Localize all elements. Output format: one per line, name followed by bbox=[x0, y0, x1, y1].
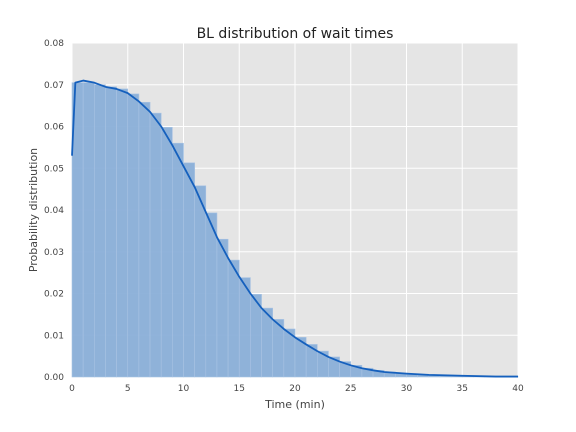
x-tick-label: 30 bbox=[401, 384, 413, 394]
x-axis-label: Time (min) bbox=[264, 398, 325, 411]
y-axis-ticks: 0.00 0.01 0.02 0.03 0.04 0.05 0.06 0.07 0.08 bbox=[44, 39, 64, 383]
y-tick-label: 0.08 bbox=[44, 39, 64, 49]
histogram-bar bbox=[172, 142, 184, 378]
x-tick-label: 5 bbox=[125, 384, 131, 394]
histogram-bar bbox=[149, 112, 162, 378]
density-curve bbox=[71, 79, 518, 378]
x-axis-ticks: 0 5 10 15 20 25 30 35 40 bbox=[69, 384, 524, 394]
y-tick-label: 0.06 bbox=[44, 123, 64, 133]
x-tick-label: 25 bbox=[345, 384, 356, 394]
histogram-bar bbox=[105, 86, 117, 378]
x-tick-label: 15 bbox=[234, 384, 245, 394]
histogram-bar bbox=[160, 127, 173, 378]
histogram-bars bbox=[71, 82, 519, 378]
y-tick-label: 0.05 bbox=[44, 164, 64, 174]
y-tick-label: 0.01 bbox=[44, 331, 64, 341]
histogram-bar bbox=[183, 162, 195, 378]
histogram-bar bbox=[127, 93, 140, 378]
histogram-bar bbox=[116, 88, 129, 378]
x-tick-label: 20 bbox=[289, 384, 301, 394]
histogram-bar bbox=[216, 238, 229, 378]
y-tick-label: 0.03 bbox=[44, 248, 64, 258]
y-tick-label: 0.04 bbox=[44, 206, 64, 216]
y-tick-label: 0.02 bbox=[44, 290, 64, 300]
histogram-bar bbox=[82, 82, 95, 378]
histogram-bar bbox=[94, 84, 106, 378]
x-tick-label: 0 bbox=[69, 384, 75, 394]
y-axis-label: Probability distribution bbox=[27, 148, 40, 272]
y-tick-label: 0.07 bbox=[44, 81, 64, 91]
y-tick-label: 0.00 bbox=[44, 373, 64, 383]
histogram-bar bbox=[194, 185, 207, 378]
chart-title: BL distribution of wait times bbox=[197, 26, 394, 42]
x-tick-label: 10 bbox=[178, 384, 190, 394]
histogram-bar bbox=[138, 101, 151, 378]
histogram-bar bbox=[227, 259, 240, 378]
x-tick-label: 35 bbox=[457, 384, 468, 394]
x-tick-label: 40 bbox=[512, 384, 524, 394]
histogram-bar bbox=[205, 212, 218, 378]
